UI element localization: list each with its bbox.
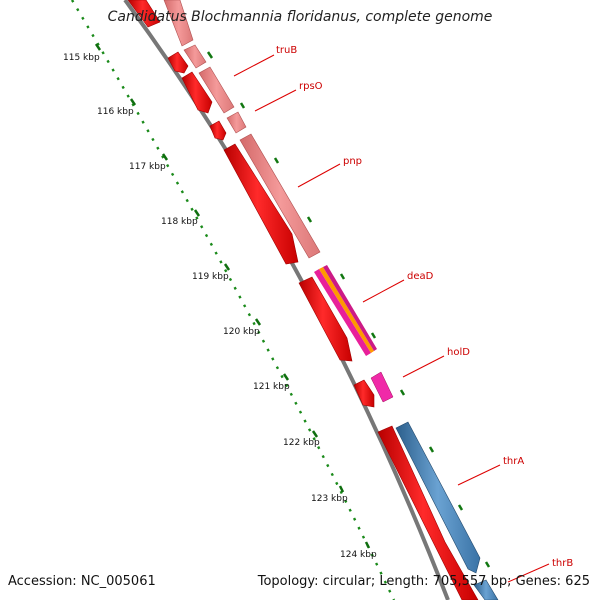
gene-dead-orange bbox=[319, 267, 374, 353]
gene-block-pink-trub bbox=[183, 44, 207, 69]
gene-label-trub: truB bbox=[276, 45, 297, 56]
gene-thra-reverse-blue bbox=[395, 421, 481, 574]
gene-thrb-reverse-blue bbox=[473, 579, 499, 600]
ruler-major-ticks bbox=[94, 43, 371, 549]
kbp-label-123: 123 kbp bbox=[311, 494, 348, 504]
gene-arrow-forward-trub bbox=[167, 51, 189, 74]
gene-dead-inner-magenta bbox=[323, 265, 377, 351]
kbp-label-120: 120 kbp bbox=[223, 327, 260, 337]
accession-text: Accession: NC_005061 bbox=[8, 574, 156, 589]
gene-block-pink-pnp bbox=[239, 133, 321, 259]
map-title: Candidatus Blochmannia floridanus, compl… bbox=[107, 9, 493, 25]
gene-label-dead: deaD bbox=[407, 271, 434, 282]
gene-label-pnp: pnp bbox=[343, 156, 362, 167]
genome-backbone bbox=[123, 0, 450, 600]
kbp-label-118: 118 kbp bbox=[161, 217, 198, 227]
gene-arrow-forward-hold bbox=[353, 379, 375, 408]
gene-dead-multicolor bbox=[314, 265, 377, 356]
genome-summary-text: Topology: circular; Length: 705,557 bp; … bbox=[257, 574, 590, 589]
gene-hold-magenta bbox=[370, 371, 394, 403]
gene-block-pink-top bbox=[163, 0, 194, 47]
kbp-label-122: 122 kbp bbox=[283, 438, 320, 448]
gene-arrow-forward-top bbox=[127, 0, 161, 28]
gene-arrow-forward-dead bbox=[298, 276, 353, 362]
gene-block-pink-rpso bbox=[198, 66, 235, 114]
kbp-label-116: 116 kbp bbox=[97, 107, 134, 117]
kbp-label-121: 121 kbp bbox=[253, 382, 290, 392]
kbp-label-124: 124 kbp bbox=[340, 550, 377, 560]
gene-block-pink-rpso-tail bbox=[226, 111, 247, 134]
kbp-label-117: 117 kbp bbox=[129, 162, 166, 172]
gene-label-hold: holD bbox=[447, 347, 470, 358]
gene-arrow-forward-rpso-pre bbox=[181, 71, 213, 114]
outer-pink-genes bbox=[163, 0, 321, 259]
gene-arrow-forward-pnp bbox=[223, 143, 299, 265]
kbp-label-119: 119 kbp bbox=[192, 272, 229, 282]
gene-arrow-forward-thra bbox=[377, 425, 479, 600]
outer-gene-ticks bbox=[206, 51, 491, 568]
gene-label-rpso: rpsO bbox=[299, 81, 323, 92]
gene-dead-magenta bbox=[314, 269, 371, 356]
gene-label-thrb: thrB bbox=[552, 558, 573, 569]
kbp-label-115: 115 kbp bbox=[63, 53, 100, 63]
gene-label-thra: thrA bbox=[503, 456, 524, 467]
gene-arrow-forward-rpso bbox=[209, 120, 227, 141]
forward-strand-genes bbox=[127, 0, 479, 600]
gene-label-leaders bbox=[233, 54, 550, 583]
